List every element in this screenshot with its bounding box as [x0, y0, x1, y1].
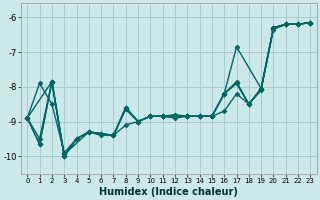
- X-axis label: Humidex (Indice chaleur): Humidex (Indice chaleur): [100, 187, 238, 197]
